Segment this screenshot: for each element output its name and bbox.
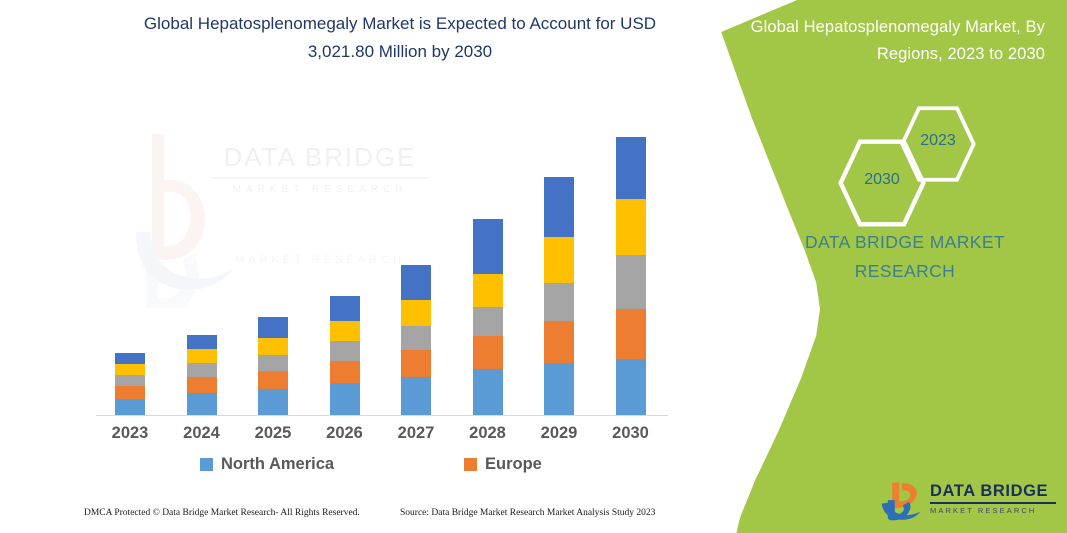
- x-axis-label: 2025: [254, 424, 292, 442]
- bar-segment: [186, 349, 217, 363]
- bar-segment: [258, 338, 288, 355]
- bar-segment: [186, 377, 217, 393]
- bar-segment: [544, 177, 574, 237]
- bar-segment: [472, 369, 503, 415]
- bar-column: [258, 317, 288, 415]
- bar-segment: [472, 219, 503, 274]
- bar-segment: [115, 375, 145, 386]
- bar-segment: [329, 341, 360, 361]
- bar-segment: [329, 321, 360, 341]
- bar-column: [615, 137, 646, 415]
- legend-item[interactable]: Europe: [464, 455, 542, 474]
- hexagon-badge-2023: 2023: [900, 106, 976, 182]
- bar-segment: [329, 383, 360, 415]
- bar-segment: [115, 353, 145, 364]
- x-axis-labels: 2023 2024 2025 2026 2027 2028 2029 2030: [96, 424, 668, 450]
- bar-segment: [472, 274, 503, 307]
- x-axis-line: [96, 415, 668, 416]
- bar-segment: [115, 386, 145, 399]
- bar-segment: [115, 364, 145, 375]
- x-axis-label: 2029: [540, 424, 578, 442]
- bar-segment: [615, 359, 646, 415]
- bar-column: [115, 353, 145, 415]
- data-bridge-logo-icon: [881, 482, 921, 521]
- legend-item[interactable]: North America: [200, 455, 334, 474]
- bar-column: [329, 296, 360, 415]
- bar-segment: [544, 283, 574, 321]
- legend-swatch-icon: [464, 458, 477, 471]
- bar-segment: [472, 336, 503, 369]
- legend-label: North America: [221, 455, 335, 473]
- bar-segment: [258, 317, 288, 338]
- bar-segment: [401, 265, 431, 300]
- bar-segment: [258, 389, 288, 415]
- bar-segment: [615, 309, 646, 359]
- logo-sub-text: MARKET RESEARCH: [930, 505, 1037, 515]
- logo-main-text: DATA BRIDGE: [930, 482, 1049, 500]
- chart-plot-area: [96, 120, 668, 416]
- bar-segment: [401, 377, 431, 415]
- x-axis-label: 2028: [469, 424, 506, 442]
- logo-wordmark: DATA BRIDGE MARKET RESEARCH: [930, 482, 1058, 516]
- panel-brand-name: DATA BRIDGE MARKET RESEARCH: [804, 232, 1006, 281]
- x-axis-label: 2030: [612, 424, 649, 442]
- hexagon-label-2030: 2030: [864, 171, 900, 188]
- hexagon-label-2023: 2023: [920, 132, 956, 149]
- bar-segment: [544, 321, 574, 363]
- x-axis-label: 2024: [183, 424, 220, 442]
- bar-column: [472, 219, 503, 415]
- x-axis-label: 2023: [111, 424, 149, 442]
- bar-segment: [186, 363, 217, 377]
- chart-legend: North America Europe: [96, 455, 668, 481]
- bar-segment: [401, 350, 431, 377]
- bar-segment: [258, 371, 288, 389]
- bar-segment: [615, 199, 646, 255]
- bar-segment: [329, 361, 360, 383]
- legend-swatch-icon: [200, 458, 213, 471]
- bar-segment: [329, 296, 360, 321]
- bar-column: [186, 335, 217, 415]
- bar-segment: [472, 307, 503, 336]
- bar-segment: [615, 137, 646, 199]
- hexagon-icon: [900, 106, 976, 182]
- x-axis-label: 2027: [397, 424, 435, 442]
- bar-column: [401, 265, 431, 415]
- bar-segment: [186, 335, 217, 349]
- bar-segment: [544, 363, 574, 415]
- bar-segment: [544, 237, 574, 283]
- x-axis-label: 2026: [326, 424, 363, 442]
- bar-segment: [401, 326, 431, 350]
- bar-segment: [186, 393, 217, 415]
- bar-segment: [115, 399, 145, 415]
- legend-label: Europe: [485, 455, 542, 473]
- footer-source: Source: Data Bridge Market Research Mark…: [400, 508, 656, 518]
- bar-segment: [615, 255, 646, 309]
- bar-segment: [401, 300, 431, 326]
- bar-column: [544, 177, 574, 415]
- bar-segment: [258, 355, 288, 371]
- logo-divider: [930, 502, 1056, 504]
- footer-copyright: DMCA Protected © Data Bridge Market Rese…: [84, 508, 360, 518]
- page-title: Global Hepatosplenomegaly Market is Expe…: [143, 14, 657, 61]
- brand-logo: DATA BRIDGE MARKET RESEARCH: [878, 478, 1058, 524]
- panel-title: Global Hepatosplenomegaly Market, By Reg…: [750, 18, 1045, 63]
